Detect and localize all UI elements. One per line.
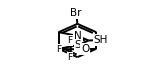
Text: O: O <box>81 44 89 54</box>
Text: S: S <box>75 40 81 50</box>
Text: F: F <box>67 53 72 62</box>
Text: F: F <box>56 44 61 54</box>
Text: SH: SH <box>94 35 108 45</box>
Text: Br: Br <box>71 9 82 18</box>
Text: F: F <box>67 36 72 45</box>
Text: N: N <box>74 31 82 41</box>
